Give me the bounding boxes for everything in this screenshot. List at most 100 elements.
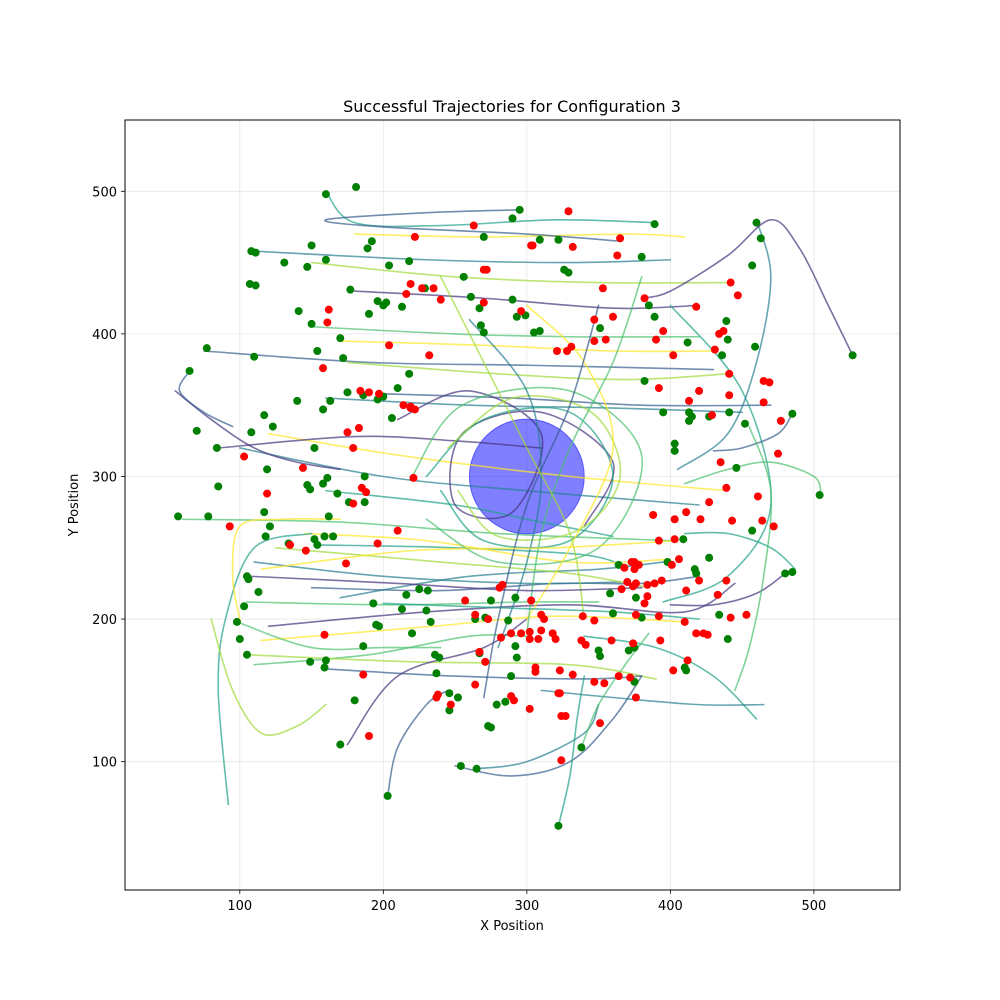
start-point	[263, 465, 271, 473]
goal-point	[652, 336, 660, 344]
trajectory-line	[254, 251, 670, 262]
trajectory-line	[388, 690, 448, 796]
goal-point	[711, 346, 719, 354]
goal-point	[498, 581, 506, 589]
goal-point	[343, 428, 351, 436]
goal-point	[507, 629, 515, 637]
x-tick-label: 300	[514, 899, 539, 914]
goal-point	[557, 756, 565, 764]
start-point	[233, 618, 241, 626]
start-point	[432, 669, 440, 677]
trajectory-line	[182, 519, 670, 540]
start-point	[303, 481, 311, 489]
goal-point	[263, 490, 271, 498]
goal-point	[319, 364, 327, 372]
goal-point	[569, 243, 577, 251]
goal-point	[471, 681, 479, 689]
start-point	[402, 591, 410, 599]
goal-point	[483, 266, 491, 274]
start-point	[250, 353, 258, 361]
goal-point	[596, 719, 604, 727]
goal-point	[613, 251, 621, 259]
goal-point	[356, 387, 364, 395]
goal-point	[534, 635, 542, 643]
goal-point	[632, 579, 640, 587]
goal-point	[399, 401, 407, 409]
start-point	[361, 472, 369, 480]
trajectory-line	[179, 371, 232, 427]
goal-point	[675, 555, 683, 563]
goal-point	[590, 337, 598, 345]
goal-point	[682, 508, 690, 516]
goal-point	[349, 444, 357, 452]
goal-point	[760, 398, 768, 406]
start-point	[724, 336, 732, 344]
start-point	[504, 617, 512, 625]
goal-point	[722, 577, 730, 585]
start-point	[408, 629, 416, 637]
goal-point	[742, 611, 750, 619]
start-point	[725, 408, 733, 416]
goal-point	[626, 674, 634, 682]
start-point	[252, 281, 260, 289]
goal-point	[632, 694, 640, 702]
start-point	[511, 642, 519, 650]
start-point	[748, 261, 756, 269]
goal-point	[671, 515, 679, 523]
goal-point	[579, 612, 587, 620]
goal-point	[537, 611, 545, 619]
x-tick-label: 200	[371, 899, 396, 914]
trajectory-line	[477, 705, 599, 769]
goal-point	[527, 241, 535, 249]
goal-point	[770, 522, 778, 530]
goal-point	[553, 347, 561, 355]
goal-point	[526, 635, 534, 643]
goal-point	[320, 631, 328, 639]
x-tick-label: 100	[227, 899, 252, 914]
start-point	[295, 307, 303, 315]
start-point	[445, 689, 453, 697]
goal-point	[717, 458, 725, 466]
goal-point	[447, 701, 455, 709]
start-point	[325, 512, 333, 520]
start-point	[405, 370, 413, 378]
goal-point	[411, 233, 419, 241]
start-point	[213, 444, 221, 452]
goal-point	[725, 370, 733, 378]
goal-point	[402, 290, 410, 298]
start-point	[788, 568, 796, 576]
start-point	[313, 347, 321, 355]
start-point	[343, 388, 351, 396]
goal-point	[590, 678, 598, 686]
goal-point	[765, 378, 773, 386]
goal-point	[681, 618, 689, 626]
start-point	[204, 512, 212, 520]
goal-point	[684, 656, 692, 664]
goal-point	[497, 634, 505, 642]
goal-point	[618, 585, 626, 593]
start-point	[682, 666, 690, 674]
start-point	[339, 354, 347, 362]
start-point	[509, 214, 517, 222]
start-point	[467, 293, 475, 301]
start-point	[193, 427, 201, 435]
start-point	[688, 413, 696, 421]
start-point	[493, 701, 501, 709]
goal-point	[299, 464, 307, 472]
goal-point	[632, 611, 640, 619]
start-point	[671, 440, 679, 448]
trajectory-line	[326, 669, 642, 679]
start-point	[361, 498, 369, 506]
start-point	[323, 474, 331, 482]
start-point	[554, 236, 562, 244]
trajectory-line	[326, 191, 656, 226]
y-tick-label: 300	[92, 470, 117, 485]
start-point	[715, 611, 723, 619]
start-point	[375, 622, 383, 630]
goal-point	[325, 306, 333, 314]
start-point	[473, 765, 481, 773]
start-point	[477, 321, 485, 329]
goal-point	[342, 559, 350, 567]
goal-point	[608, 636, 616, 644]
